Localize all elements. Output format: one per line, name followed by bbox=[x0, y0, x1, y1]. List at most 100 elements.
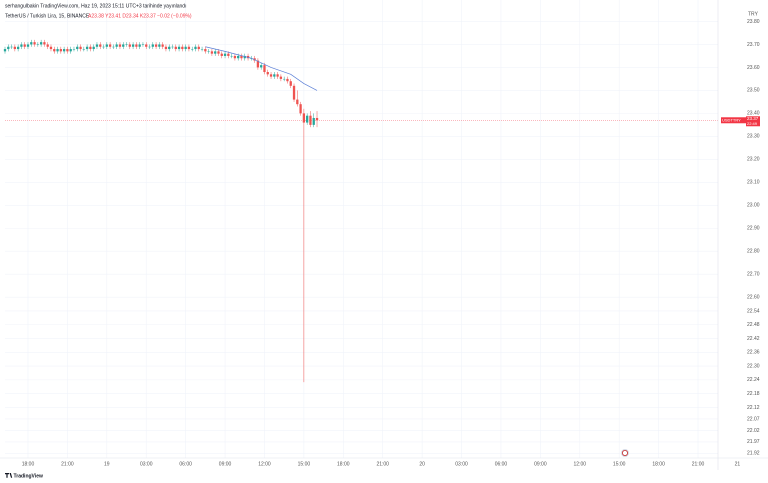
candle bbox=[299, 101, 302, 116]
logo bbox=[4, 473, 13, 478]
candle-body bbox=[62, 49, 66, 52]
candle-body bbox=[220, 53, 223, 56]
candle bbox=[181, 44, 184, 52]
candle bbox=[79, 44, 82, 52]
candle-body bbox=[95, 44, 99, 47]
candle bbox=[26, 42, 30, 50]
candle-body bbox=[16, 46, 20, 50]
candle bbox=[283, 76, 286, 82]
candle-body bbox=[115, 44, 118, 47]
candle-body bbox=[46, 44, 49, 47]
candle-body bbox=[217, 51, 220, 54]
x-tick-label: 06:00 bbox=[495, 461, 508, 467]
x-tick-label: 06:00 bbox=[179, 461, 192, 467]
candle bbox=[59, 46, 62, 54]
candle bbox=[161, 42, 164, 50]
candle-body bbox=[105, 44, 108, 47]
candle bbox=[273, 72, 276, 79]
candle-body bbox=[49, 46, 53, 50]
candle bbox=[174, 44, 177, 52]
candle bbox=[296, 90, 299, 107]
y-tick-label: 21.97 bbox=[747, 439, 760, 445]
candle-body bbox=[20, 44, 23, 47]
candle bbox=[145, 42, 148, 50]
candle bbox=[306, 113, 309, 125]
candle-body bbox=[299, 104, 302, 114]
candle bbox=[92, 44, 95, 52]
candle bbox=[187, 44, 191, 52]
candle bbox=[309, 111, 312, 128]
candle-body bbox=[158, 44, 161, 47]
candle-body bbox=[194, 46, 197, 50]
candle-body bbox=[145, 44, 148, 47]
candle bbox=[62, 46, 66, 54]
x-tick-label: 15:00 bbox=[613, 461, 626, 467]
candle bbox=[99, 42, 102, 50]
y-tick-label: 23.70 bbox=[747, 42, 760, 48]
candle-body bbox=[122, 44, 125, 47]
candle bbox=[135, 42, 138, 50]
candle bbox=[315, 111, 319, 128]
y-tick-label: 22.90 bbox=[747, 226, 760, 232]
candle bbox=[85, 44, 89, 52]
y-tick-label: 23.40 bbox=[747, 111, 760, 117]
candle-body bbox=[243, 55, 246, 59]
candle-body bbox=[118, 44, 122, 47]
candle bbox=[118, 42, 122, 50]
candle bbox=[269, 72, 273, 79]
candle bbox=[141, 42, 145, 47]
candle bbox=[36, 42, 39, 47]
candle bbox=[39, 39, 43, 47]
y-tick-label: 23.10 bbox=[747, 180, 760, 186]
candle-body bbox=[164, 46, 168, 50]
candle-body bbox=[223, 53, 227, 56]
event-flag bbox=[621, 449, 629, 457]
candle bbox=[191, 46, 194, 52]
candle-body bbox=[309, 115, 312, 125]
candle bbox=[122, 42, 125, 50]
price-axis-panel bbox=[718, 0, 768, 470]
candle-body bbox=[92, 46, 95, 50]
candle bbox=[43, 39, 46, 47]
candle bbox=[279, 74, 283, 82]
x-tick-label: 21:00 bbox=[376, 461, 389, 467]
candle-body bbox=[306, 115, 309, 123]
candle-body bbox=[79, 46, 82, 50]
candle bbox=[151, 42, 154, 50]
candle-body bbox=[128, 44, 131, 47]
candle bbox=[125, 42, 128, 47]
candle-body bbox=[289, 81, 292, 86]
candle-body bbox=[108, 44, 112, 47]
candle bbox=[230, 53, 233, 59]
candle bbox=[108, 42, 112, 50]
candle-body bbox=[315, 117, 319, 121]
candle bbox=[89, 44, 92, 52]
y-tick-label: 22.36 bbox=[747, 350, 760, 356]
ohlc-legend: A23.38 Y23.41 D23.34 K23.37 −0.02 (−0.09… bbox=[88, 13, 192, 19]
candle-body bbox=[85, 46, 89, 50]
candle-body bbox=[33, 42, 36, 45]
candle-body bbox=[3, 49, 7, 52]
candle-body bbox=[66, 49, 69, 52]
candle bbox=[105, 42, 108, 50]
candle-body bbox=[286, 78, 289, 82]
y-tick-label: 22.24 bbox=[747, 377, 760, 383]
moving-average-line bbox=[205, 46, 318, 91]
candle bbox=[10, 44, 13, 50]
candle bbox=[16, 44, 20, 52]
candle bbox=[260, 62, 263, 70]
candle-body bbox=[210, 51, 214, 54]
candle-body bbox=[168, 46, 171, 50]
candle-body bbox=[260, 65, 263, 68]
candle-body bbox=[131, 44, 135, 47]
candle-body bbox=[302, 113, 306, 123]
candle-body bbox=[125, 44, 128, 45]
candle-body bbox=[72, 49, 76, 50]
candle-body bbox=[191, 49, 194, 50]
y-tick-label: 23.00 bbox=[747, 203, 760, 209]
candle-body bbox=[283, 78, 286, 80]
candle bbox=[7, 44, 10, 52]
y-tick-label: 22.07 bbox=[747, 416, 760, 422]
candle-body bbox=[207, 51, 210, 52]
x-tick-label: 18:00 bbox=[22, 461, 35, 467]
